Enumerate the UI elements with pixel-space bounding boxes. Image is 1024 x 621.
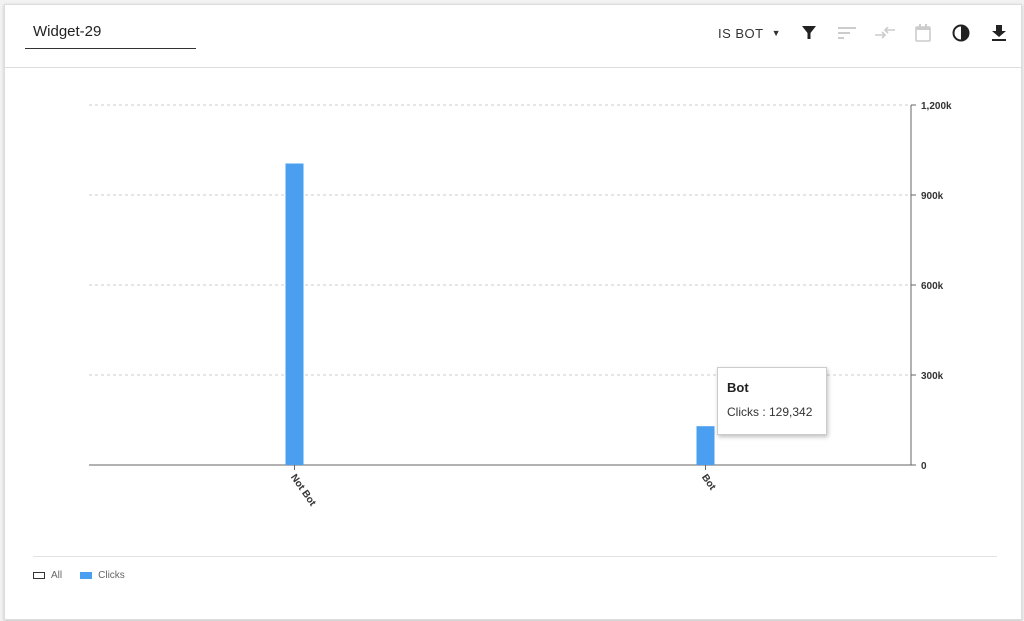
legend-divider: [33, 556, 997, 557]
legend-item-clicks[interactable]: Clicks: [80, 570, 125, 581]
legend: All Clicks: [33, 570, 125, 581]
filter-icon[interactable]: [799, 23, 819, 43]
bar-chart: 0 300k 600k 900k 1,200k Not Bot Bot: [89, 101, 952, 509]
tooltip-value: Clicks : 129,342: [727, 405, 813, 419]
contrast-icon[interactable]: [951, 23, 971, 43]
widget-header: Widget-29 IS BOT ▼: [5, 5, 1021, 68]
legend-label: Clicks: [98, 570, 125, 581]
y-tick-label: 1,200k: [921, 101, 952, 112]
dimension-label: IS BOT: [717, 25, 764, 41]
legend-swatch: [33, 571, 45, 579]
legend-item-all[interactable]: All: [33, 570, 62, 581]
tooltip: Bot Clicks : 129,342: [717, 367, 827, 435]
tooltip-title: Bot: [727, 380, 749, 395]
widget-title-input[interactable]: Widget-29: [25, 19, 196, 49]
legend-swatch: [80, 571, 93, 579]
download-icon[interactable]: [989, 23, 1009, 43]
x-tick-label: Not Bot: [288, 472, 318, 508]
toolbar: IS BOT ▼: [718, 23, 1009, 43]
bar-bot: [696, 426, 715, 465]
caret-down-icon: ▼: [771, 28, 781, 38]
y-tick-label: 0: [921, 461, 927, 472]
compare-icon[interactable]: [875, 23, 895, 43]
dimension-dropdown[interactable]: IS BOT ▼: [718, 26, 781, 41]
widget-card: Widget-29 IS BOT ▼ 0 300k 600k 900k 1,200k Not…: [4, 4, 1022, 620]
sort-icon[interactable]: [837, 23, 857, 43]
legend-label: All: [51, 570, 63, 581]
y-tick-label: 600k: [921, 281, 944, 292]
x-tick-label: Bot: [699, 472, 718, 493]
y-tick-label: 900k: [921, 191, 944, 202]
y-tick-label: 300k: [921, 371, 944, 382]
calendar-icon[interactable]: [913, 23, 933, 43]
bar-not-bot: [285, 163, 304, 465]
